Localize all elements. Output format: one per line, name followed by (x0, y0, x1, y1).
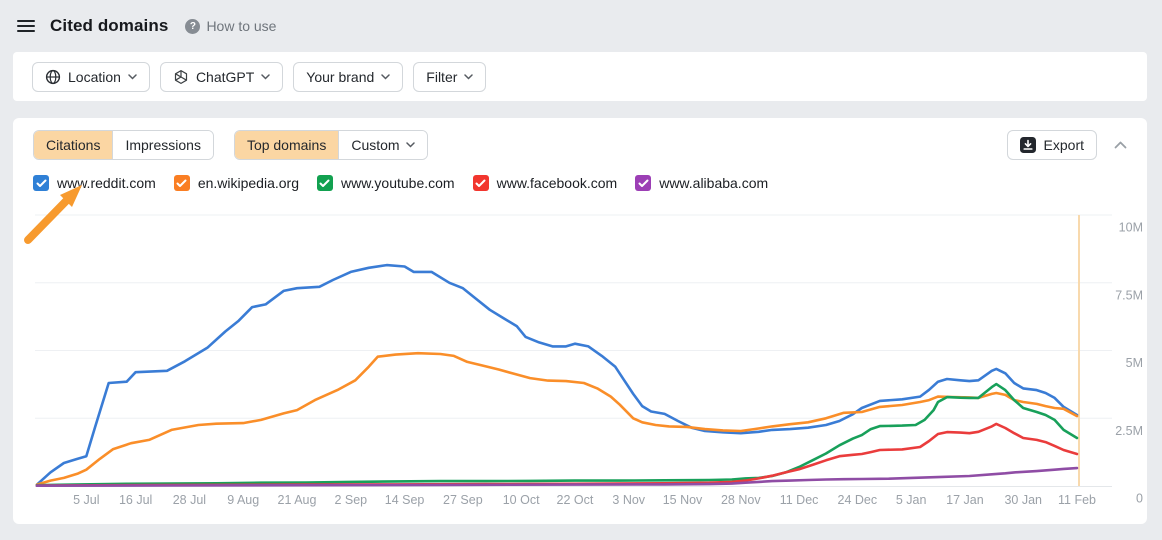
series-line-en.wikipedia.org (35, 351, 1079, 486)
series-line-www.reddit.com (35, 263, 1079, 486)
y-axis-label: 5M (1126, 356, 1143, 370)
page-title: Cited domains (50, 16, 169, 35)
download-icon (1019, 137, 1036, 153)
legend-item[interactable]: www.alibaba.com (635, 175, 768, 191)
legend-checkbox[interactable] (472, 175, 489, 191)
x-axis-label: 16 Jul (119, 493, 152, 507)
legend-label: www.youtube.com (340, 175, 455, 191)
legend-checkbox[interactable] (635, 175, 652, 191)
y-axis-label: 10M (1119, 221, 1143, 235)
x-axis-label: 14 Sep (385, 493, 425, 507)
x-axis-label: 11 Feb (1058, 493, 1096, 507)
filter-label: Filter (426, 68, 458, 85)
hamburger-menu-icon[interactable] (17, 19, 35, 33)
tab-custom[interactable]: Custom (338, 131, 427, 159)
x-axis-label: 3 Nov (612, 493, 645, 507)
chatgpt-label: ChatGPT (195, 68, 255, 85)
x-axis-label: 28 Nov (721, 493, 761, 507)
x-axis-label: 11 Dec (780, 493, 819, 507)
chatgpt-dropdown[interactable]: ChatGPT (159, 61, 284, 92)
series-line-www.youtube.com (35, 382, 1079, 487)
chatgpt-icon (174, 69, 188, 84)
legend-item[interactable]: www.facebook.com (472, 175, 618, 191)
tab-top-domains[interactable]: Top domains (234, 131, 339, 159)
your-brand-label: Your brand (306, 68, 375, 85)
filter-bar: Location ChatGPT Your brand Filter (13, 52, 1147, 101)
series-line-www.alibaba.com (35, 466, 1079, 487)
x-axis-label: 10 Oct (503, 493, 540, 507)
export-button[interactable]: Export (1006, 130, 1097, 160)
x-axis-label: 2 Sep (334, 493, 367, 507)
tab-citations[interactable]: Citations (34, 131, 113, 159)
legend-label: en.wikipedia.org (197, 175, 299, 191)
globe-icon (45, 69, 61, 84)
legend-item[interactable]: www.youtube.com (316, 175, 455, 191)
legend-label: www.facebook.com (496, 175, 618, 191)
x-axis-label: 5 Jan (896, 493, 927, 507)
chevron-down-icon (405, 142, 415, 148)
domain-legend: www.reddit.com en.wikipedia.org www.youtub… (33, 173, 768, 193)
tab-impressions[interactable]: Impressions (112, 131, 213, 159)
x-axis-label: 30 Jan (1004, 493, 1042, 507)
y-axis-label: 2.5M (1115, 424, 1143, 438)
x-axis-label: 22 Oct (557, 493, 594, 507)
how-to-use-label: How to use (206, 18, 277, 34)
metric-tab-group: Citations Impressions (33, 130, 214, 160)
series-line-www.facebook.com (35, 422, 1079, 487)
legend-checkbox[interactable] (173, 175, 190, 191)
chart-area[interactable]: 0 2.5M 5M 7.5M 10M 5 Jul 16 Jul 28 Jul 9 Aug 21 A… (13, 208, 1147, 518)
x-axis-label: 15 Nov (663, 493, 703, 507)
chart-toolbar: Citations Impressions Top domains Custom (33, 130, 428, 160)
chevron-down-icon (261, 73, 271, 80)
x-axis-label: 9 Aug (227, 493, 259, 507)
y-axis-label: 7.5M (1115, 288, 1143, 302)
chart-canvas[interactable]: 0 2.5M 5M 7.5M 10M 5 Jul 16 Jul 28 Jul 9 Aug 21 A… (13, 208, 1147, 518)
chevron-down-icon (464, 73, 474, 80)
top-bar: Cited domains ? How to use (0, 0, 1162, 52)
x-axis-label: 27 Sep (443, 493, 483, 507)
filter-dropdown[interactable]: Filter (413, 61, 487, 92)
domain-tab-group: Top domains Custom (233, 130, 428, 160)
legend-item[interactable]: www.reddit.com (33, 175, 156, 191)
chevron-up-icon (1114, 141, 1126, 149)
chevron-down-icon (381, 73, 391, 80)
x-axis-label: 17 Jan (946, 493, 984, 507)
y-axis-label: 0 (1136, 492, 1143, 506)
legend-checkbox[interactable] (316, 175, 333, 191)
cited-domains-card: Citations Impressions Top domains Custom… (13, 118, 1147, 524)
x-axis-label: 5 Jul (73, 493, 99, 507)
location-dropdown[interactable]: Location (32, 61, 150, 92)
legend-label: www.alibaba.com (659, 175, 769, 191)
legend-item[interactable]: en.wikipedia.org (173, 175, 299, 191)
chevron-down-icon (128, 73, 137, 80)
export-label: Export (1043, 137, 1084, 153)
how-to-use-link[interactable]: ? How to use (185, 18, 276, 34)
collapse-panel-button[interactable] (1112, 137, 1128, 153)
legend-checkbox[interactable] (33, 175, 49, 191)
legend-label: www.reddit.com (57, 175, 156, 191)
your-brand-dropdown[interactable]: Your brand (293, 61, 404, 92)
toolbar-right: Export (1006, 130, 1128, 160)
x-axis-label: 28 Jul (173, 493, 206, 507)
location-label: Location (68, 68, 121, 85)
x-axis-label: 24 Dec (838, 493, 878, 507)
custom-label: Custom (351, 137, 400, 153)
x-axis-label: 21 Aug (278, 493, 317, 507)
question-icon: ? (185, 18, 201, 34)
